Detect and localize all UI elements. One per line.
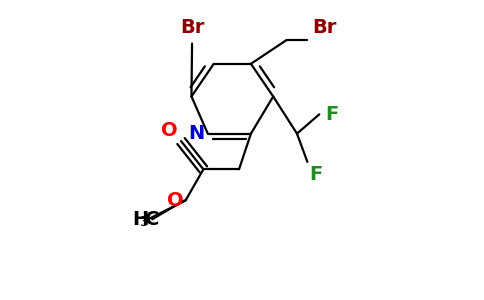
- Text: O: O: [162, 121, 178, 140]
- Text: Br: Br: [180, 18, 204, 37]
- Text: C: C: [145, 210, 160, 229]
- Text: Br: Br: [312, 18, 336, 37]
- Text: F: F: [309, 165, 322, 184]
- Text: O: O: [167, 191, 184, 210]
- Text: F: F: [325, 105, 338, 124]
- Text: N: N: [189, 124, 205, 143]
- Text: 3: 3: [140, 215, 149, 229]
- Text: H: H: [132, 210, 148, 229]
